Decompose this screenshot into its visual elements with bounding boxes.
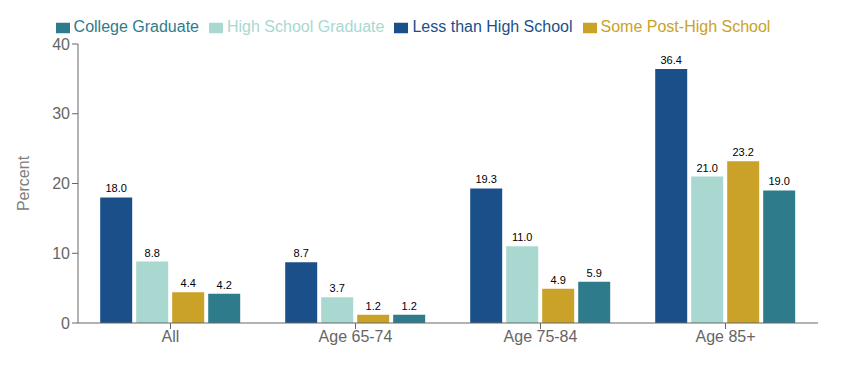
svg-text:23.2: 23.2 xyxy=(732,146,753,158)
svg-text:40: 40 xyxy=(52,36,70,53)
svg-text:1.2: 1.2 xyxy=(366,300,381,312)
svg-text:4.2: 4.2 xyxy=(217,279,232,291)
svg-text:5.9: 5.9 xyxy=(587,267,602,279)
html-text:High School Graduate: High School Graduate xyxy=(227,18,385,35)
html-text:Less than High School: Less than High School xyxy=(412,18,573,35)
html-text:College Graduate: College Graduate xyxy=(73,18,199,35)
svg-text:4.9: 4.9 xyxy=(551,274,566,286)
svg-text:10: 10 xyxy=(52,245,70,262)
svg-text:1.2: 1.2 xyxy=(402,300,417,312)
svg-text:0: 0 xyxy=(61,315,70,332)
html-text:Some Post-High School: Some Post-High School xyxy=(600,18,771,35)
svg-text:36.4: 36.4 xyxy=(660,54,681,66)
svg-text:4.4: 4.4 xyxy=(181,277,196,289)
svg-text:All: All xyxy=(162,328,180,345)
svg-text:Age 65-74: Age 65-74 xyxy=(319,328,393,345)
svg-text:8.7: 8.7 xyxy=(294,247,309,259)
svg-text:18.0: 18.0 xyxy=(105,182,126,194)
svg-text:Percent: Percent xyxy=(15,155,32,211)
svg-text:8.8: 8.8 xyxy=(145,247,160,259)
svg-text:Age 85+: Age 85+ xyxy=(695,328,755,345)
svg-text:11.0: 11.0 xyxy=(512,231,533,243)
svg-text:20: 20 xyxy=(52,175,70,192)
svg-text:3.7: 3.7 xyxy=(330,282,345,294)
svg-text:30: 30 xyxy=(52,105,70,122)
svg-text:19.0: 19.0 xyxy=(768,175,789,187)
svg-text:Age 75-84: Age 75-84 xyxy=(504,328,578,345)
svg-text:19.3: 19.3 xyxy=(475,173,496,185)
svg-text:21.0: 21.0 xyxy=(696,162,717,174)
